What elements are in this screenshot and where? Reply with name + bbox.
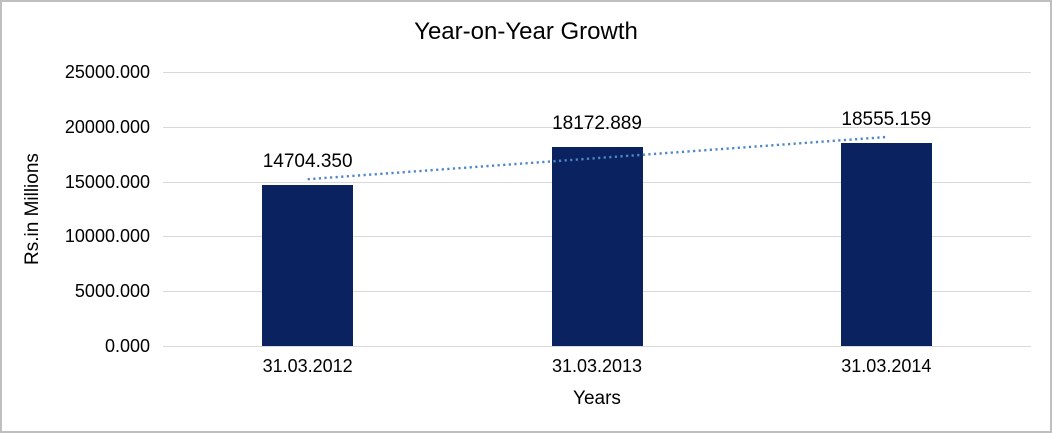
y-tick-label: 15000.000	[64, 171, 150, 192]
chart-title: Year-on-Year Growth	[414, 18, 638, 45]
bar	[840, 142, 932, 346]
y-tick-label: 20000.000	[64, 116, 150, 137]
y-tick-label: 5000.000	[74, 281, 150, 302]
x-axis-ticks: 31.03.2012 31.03.2013 31.03.2014	[163, 356, 1031, 378]
y-tick-label: 25000.000	[64, 62, 150, 82]
y-axis-ticks: 25000.000 20000.000 15000.000 10000.000 5000…	[2, 62, 150, 356]
bar	[262, 184, 354, 346]
gridline	[163, 346, 1031, 347]
y-tick-label: 10000.000	[64, 226, 150, 247]
plot-area: 14704.350 18172.889 18555.159	[163, 72, 1031, 347]
bar-value-label: 18172.889	[552, 112, 642, 134]
y-tick-label: 0.000	[104, 336, 150, 356]
gridline	[163, 72, 1031, 73]
x-category-label: 31.03.2014	[841, 356, 932, 376]
trendline	[307, 135, 887, 181]
x-category-label: 31.03.2012	[262, 356, 353, 376]
bar-value-label: 14704.350	[262, 150, 353, 172]
bar	[551, 146, 643, 346]
x-axis-title: Years	[573, 388, 621, 409]
gridline	[163, 126, 1031, 128]
x-category-label: 31.03.2013	[551, 356, 643, 376]
bar-value-label: 18555.159	[841, 108, 932, 130]
